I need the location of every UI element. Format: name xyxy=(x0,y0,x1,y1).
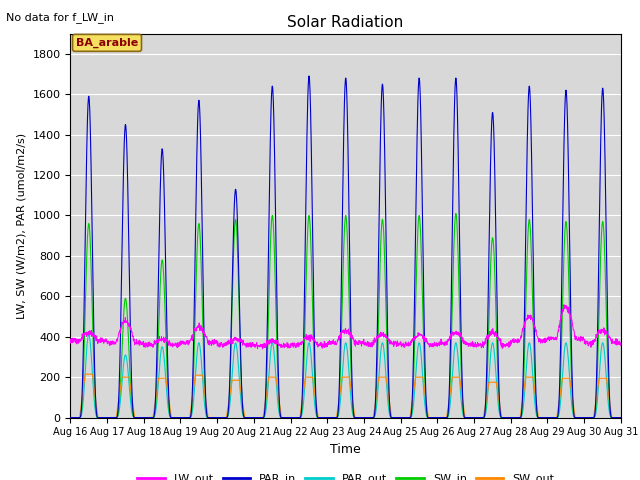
Text: No data for f_LW_in: No data for f_LW_in xyxy=(6,12,115,23)
Text: BA_arable: BA_arable xyxy=(76,38,138,48)
Title: Solar Radiation: Solar Radiation xyxy=(287,15,404,30)
Y-axis label: LW, SW (W/m2), PAR (umol/m2/s): LW, SW (W/m2), PAR (umol/m2/s) xyxy=(17,132,27,319)
Legend: LW_out, PAR_in, PAR_out, SW_in, SW_out: LW_out, PAR_in, PAR_out, SW_in, SW_out xyxy=(132,469,559,480)
X-axis label: Time: Time xyxy=(330,443,361,456)
